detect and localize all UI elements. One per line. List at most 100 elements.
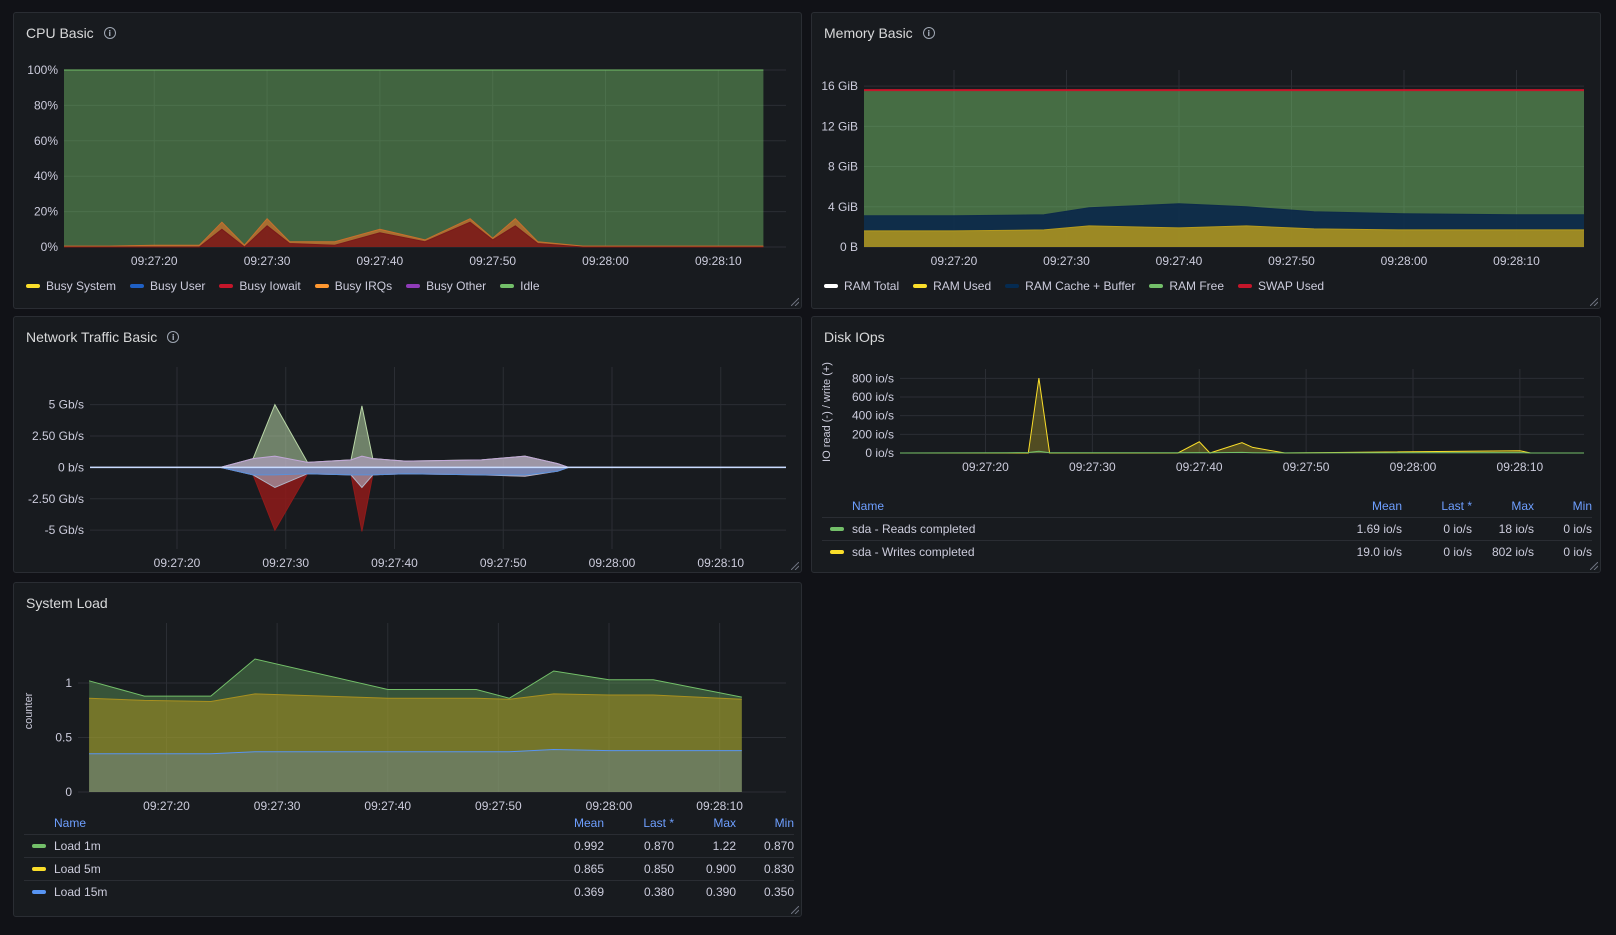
table-row[interactable]: Load 5m 0.865 0.850 0.900 0.830 — [24, 857, 794, 881]
y-tick-label: 600 io/s — [852, 390, 894, 404]
cell-min: 0.830 — [736, 857, 794, 881]
y-tick-label: -5 Gb/s — [45, 523, 84, 537]
series-name: sda - Writes completed — [822, 545, 1322, 559]
table-row[interactable]: Load 1m 0.992 0.870 1.22 0.870 — [24, 834, 794, 858]
resize-handle-icon[interactable] — [1590, 298, 1598, 306]
cell-last: 0.850 — [604, 857, 674, 881]
table-header: Name Mean Last * Max Min — [822, 497, 1592, 518]
column-header-last[interactable]: Last * — [1441, 499, 1472, 513]
legend-swatch — [1238, 284, 1253, 288]
panel-title: Disk IOps — [824, 329, 885, 345]
resize-handle-icon[interactable] — [791, 906, 799, 914]
table-row[interactable]: Load 15m 0.369 0.380 0.390 0.350 — [24, 880, 794, 903]
cell-mean: 0.369 — [524, 880, 604, 903]
legend-swatch — [130, 284, 145, 288]
legend-swatch — [219, 284, 234, 288]
info-icon[interactable]: i — [167, 331, 180, 343]
y-tick-label: 400 io/s — [852, 409, 894, 423]
legend-item[interactable]: RAM Free — [1149, 279, 1224, 293]
cell-min: 0 io/s — [1534, 517, 1592, 541]
info-icon[interactable]: i — [922, 27, 935, 39]
legend-item[interactable]: Busy Iowait — [219, 279, 301, 293]
info-icon[interactable]: i — [103, 27, 116, 39]
legend-label: RAM Total — [844, 279, 900, 293]
x-tick-label: 09:28:00 — [586, 799, 633, 813]
x-tick-label: 09:28:00 — [582, 254, 629, 268]
x-tick-label: 09:27:30 — [262, 556, 309, 570]
legend-swatch — [32, 890, 46, 894]
load-15m-line — [89, 748, 742, 755]
cell-mean: 0.865 — [524, 857, 604, 881]
column-header-max[interactable]: Max — [1511, 499, 1534, 513]
y-tick-label: 0% — [41, 240, 59, 254]
cell-last: 0 io/s — [1402, 540, 1472, 563]
load-legend-table: Name Mean Last * Max Min Load 1m 0.992 0.870 1.2… — [24, 814, 794, 903]
legend-item[interactable]: RAM Cache + Buffer — [1005, 279, 1135, 293]
legend-item[interactable]: Busy Other — [406, 279, 486, 293]
legend-item[interactable]: Idle — [500, 279, 540, 293]
column-header-min[interactable]: Min — [1572, 499, 1592, 513]
legend-label: Busy IRQs — [334, 279, 393, 293]
ram-used-area — [864, 225, 1584, 247]
legend-swatch — [824, 284, 838, 288]
x-tick-label: 09:27:40 — [1176, 460, 1223, 474]
x-tick-label: 09:27:50 — [1268, 254, 1315, 268]
resize-handle-icon[interactable] — [791, 562, 799, 570]
legend-swatch — [1005, 284, 1020, 288]
column-header-mean[interactable]: Mean — [573, 816, 604, 830]
legend-item[interactable]: RAM Used — [913, 279, 991, 293]
x-tick-label: 09:28:10 — [1497, 460, 1544, 474]
x-tick-label: 09:27:40 — [371, 556, 418, 570]
column-header-min[interactable]: Min — [774, 816, 794, 830]
column-header-last[interactable]: Last * — [643, 816, 674, 830]
cell-max: 0.390 — [674, 880, 736, 903]
x-tick-label: 09:27:20 — [131, 254, 178, 268]
load-15m-area — [89, 749, 742, 792]
legend-swatch — [406, 284, 421, 288]
load-1m-line — [88, 658, 742, 699]
network-transmit-blue-area — [90, 467, 786, 475]
legend-item[interactable]: Busy System — [26, 279, 116, 293]
series-name: Load 15m — [24, 885, 524, 899]
x-tick-label: 09:28:00 — [1381, 254, 1428, 268]
grid — [900, 369, 1584, 454]
x-tick-label: 09:27:30 — [254, 799, 301, 813]
busy-iowait-area — [64, 222, 764, 247]
network-receive-area — [90, 404, 786, 468]
load-5m-line — [89, 693, 742, 703]
network-receive-secondary-area — [90, 456, 786, 468]
cell-last: 0.870 — [604, 834, 674, 858]
cpu-legend: Busy System Busy User Busy Iowait Busy IRQs… — [26, 279, 540, 293]
sda-reads-line — [899, 450, 1584, 454]
legend-item[interactable]: RAM Total — [824, 279, 899, 293]
cell-mean: 19.0 io/s — [1322, 540, 1402, 563]
legend-item[interactable]: Busy IRQs — [314, 279, 393, 293]
y-tick-label: 5 Gb/s — [49, 398, 84, 412]
y-tick-label: 0.5 — [55, 730, 72, 744]
network-transmit-blue-line — [90, 466, 786, 476]
grid — [90, 367, 786, 549]
legend-label: Busy System — [46, 279, 117, 293]
cell-last: 0.380 — [604, 880, 674, 903]
column-header-mean[interactable]: Mean — [1371, 499, 1402, 513]
legend-item[interactable]: SWAP Used — [1238, 279, 1324, 293]
column-header-name[interactable]: Name — [852, 499, 885, 513]
load-5m-area — [89, 693, 742, 792]
x-tick-label: 09:28:10 — [697, 556, 744, 570]
network-receive-secondary-line — [90, 455, 786, 468]
cell-max: 802 io/s — [1472, 540, 1534, 563]
series-name: Load 5m — [24, 862, 524, 876]
idle-area — [64, 70, 764, 247]
table-row[interactable]: sda - Writes completed 19.0 io/s 0 io/s 802… — [822, 540, 1592, 563]
table-row[interactable]: sda - Reads completed 1.69 io/s 0 io/s 18 i… — [822, 517, 1592, 541]
x-tick-label: 09:27:30 — [1043, 254, 1090, 268]
legend-item[interactable]: Busy User — [130, 279, 205, 293]
legend-swatch — [32, 844, 46, 848]
memory-basic-panel: Memory Basic i 16 GiB 12 GiB 8 GiB 4 GiB 0 B… — [811, 12, 1601, 309]
x-tick-label: 09:28:10 — [696, 799, 743, 813]
resize-handle-icon[interactable] — [791, 298, 799, 306]
column-header-max[interactable]: Max — [713, 816, 736, 830]
column-header-name[interactable]: Name — [54, 816, 87, 830]
resize-handle-icon[interactable] — [1590, 562, 1598, 570]
x-tick-label: 09:27:50 — [475, 799, 522, 813]
